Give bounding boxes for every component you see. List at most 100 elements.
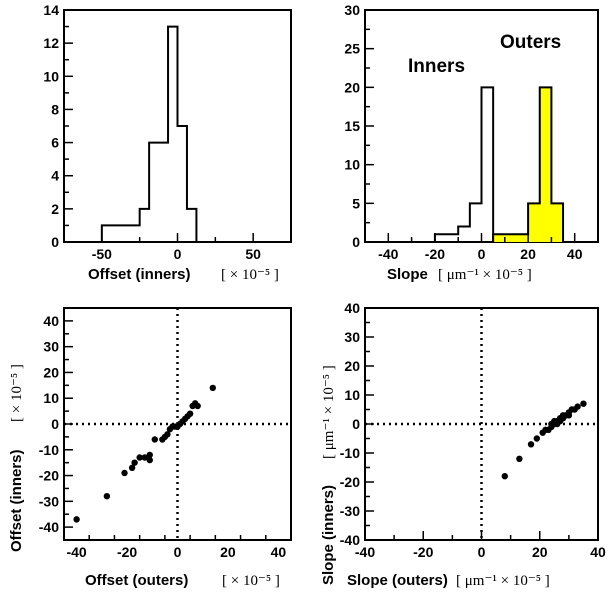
y-axis-unit: [ μm⁻¹ × 10⁻⁵ ]	[321, 365, 337, 459]
x-axis-unit: [ × 10⁻⁵ ]	[222, 573, 280, 589]
offset-scatter: -40 -20 0 20 40 -40 -30 -20 -10 0 10 20 30 40 Offset …	[8, 307, 292, 589]
scatter-point	[128, 464, 136, 472]
x-axis-unit: [ μm⁻¹ × 10⁻⁵ ]	[438, 267, 532, 283]
y-tick-label: 10	[43, 390, 59, 406]
y-tick-label: 6	[51, 135, 59, 151]
annotation-inners: Inners	[408, 56, 465, 77]
x-tick-label: 40	[271, 544, 287, 560]
scatter-point	[103, 492, 111, 500]
x-tick-label: -40	[66, 544, 86, 560]
y-tick-label: 30	[344, 329, 360, 345]
scatter-point	[131, 459, 138, 466]
annotation-outers: Outers	[500, 32, 561, 53]
scatter-point	[164, 431, 171, 438]
x-tick-label: -40	[355, 544, 375, 560]
x-axis-label: Slope (outers)	[347, 572, 448, 589]
y-tick-label: 0	[51, 234, 59, 250]
histogram-outline-outers	[492, 86, 565, 242]
histogram-bar-fill	[516, 234, 529, 242]
x-tick-label: 40	[590, 544, 606, 560]
x-tick-label: 0	[174, 246, 182, 262]
y-tick-label: 10	[344, 157, 360, 173]
histogram-bar-fill	[539, 87, 552, 242]
x-tick-label: 0	[478, 246, 486, 262]
y-tick-label: 25	[344, 41, 360, 57]
y-tick-label: 0	[51, 416, 59, 432]
histogram-outline-inners	[433, 86, 495, 242]
y-tick-label: 4	[51, 168, 59, 184]
x-tick-label: -50	[92, 246, 112, 262]
x-tick-label: -20	[425, 246, 445, 262]
y-tick-label: 12	[43, 35, 59, 51]
scatter-point	[73, 516, 80, 523]
x-tick-label: 20	[532, 544, 548, 560]
y-tick-label: 0	[352, 416, 360, 432]
y-tick-label: -20	[39, 468, 59, 484]
scatter-point	[516, 455, 523, 462]
histogram-bar-fill	[504, 234, 517, 242]
y-tick-label: -40	[39, 519, 59, 535]
y-axis-label: Offset (inners)	[8, 449, 25, 552]
y-tick-label: 15	[344, 118, 360, 134]
y-tick-label: 20	[344, 358, 360, 374]
offset-inners-histogram: -50 0 50 0 2 4 6 8 10 12 14 Offset (inners) [ × 10…	[43, 2, 292, 283]
scatter-point	[141, 454, 148, 461]
histogram-outline-series	[100, 25, 206, 243]
scatter-point	[574, 403, 581, 410]
y-tick-label: 40	[43, 313, 59, 329]
x-tick-label: 50	[245, 246, 261, 262]
y-axis-label: Slope (inners)	[320, 485, 337, 585]
histogram-bar-fill	[493, 234, 505, 242]
y-tick-label: -30	[340, 503, 360, 519]
y-tick-label: -30	[39, 493, 59, 509]
x-axis-label: Offset (outers)	[85, 572, 188, 589]
y-tick-label: 5	[352, 195, 360, 211]
scatter-point	[565, 412, 573, 419]
x-tick-label: -40	[378, 246, 398, 262]
scatter-point	[533, 435, 541, 442]
y-tick-label: 8	[51, 101, 59, 117]
y-tick-label: -40	[340, 532, 360, 548]
y-tick-label: 30	[43, 339, 59, 355]
scatter-point	[194, 402, 201, 410]
x-axis-label: Offset (inners)	[88, 266, 191, 283]
y-tick-label: 2	[51, 201, 59, 217]
scatter-point	[186, 410, 194, 417]
scatter-point	[209, 384, 217, 392]
x-tick-label: 40	[567, 246, 583, 262]
scatter-point	[527, 441, 535, 448]
scatter-point	[121, 469, 128, 477]
scatter-point	[146, 451, 153, 459]
y-tick-label: 20	[43, 364, 59, 380]
x-tick-label: 0	[478, 544, 486, 560]
y-tick-label: 0	[352, 234, 360, 250]
x-axis-unit: [ μm⁻¹ × 10⁻⁵ ]	[456, 573, 550, 589]
scatter-point	[501, 473, 508, 480]
scatter-point	[151, 436, 158, 443]
x-axis-label: Slope	[387, 266, 428, 283]
x-axis-unit: [ × 10⁻⁵ ]	[221, 267, 279, 283]
x-tick-label: -20	[413, 544, 433, 560]
y-tick-label: 14	[43, 2, 59, 18]
x-tick-label: 0	[174, 544, 182, 560]
y-tick-label: 20	[344, 79, 360, 95]
scatter-point	[146, 456, 153, 464]
y-tick-label: 10	[344, 387, 360, 403]
y-tick-label: 10	[43, 68, 59, 84]
scatter-point	[136, 454, 143, 461]
y-tick-label: -20	[340, 474, 360, 490]
histogram-bar-fill	[528, 203, 540, 242]
scatter-point	[580, 400, 587, 407]
slope-scatter: -40 -20 0 20 40 -40 -30 -20 -10 0 10 20 30 40 Slope (…	[320, 300, 606, 589]
y-tick-label: -10	[39, 442, 59, 458]
x-tick-label: 20	[520, 246, 536, 262]
x-tick-label: 20	[220, 544, 236, 560]
y-tick-label: 40	[344, 300, 360, 316]
slope-histogram: -40 -20 0 20 40 0 5 10 15 20 25 30 Inners Outers Sl…	[344, 2, 599, 283]
y-axis-unit: [ × 10⁻⁵ ]	[9, 364, 25, 422]
histogram-bar-fill	[551, 203, 564, 242]
y-tick-label: 30	[344, 2, 360, 18]
x-tick-label: -20	[117, 544, 137, 560]
y-tick-label: -10	[340, 445, 360, 461]
